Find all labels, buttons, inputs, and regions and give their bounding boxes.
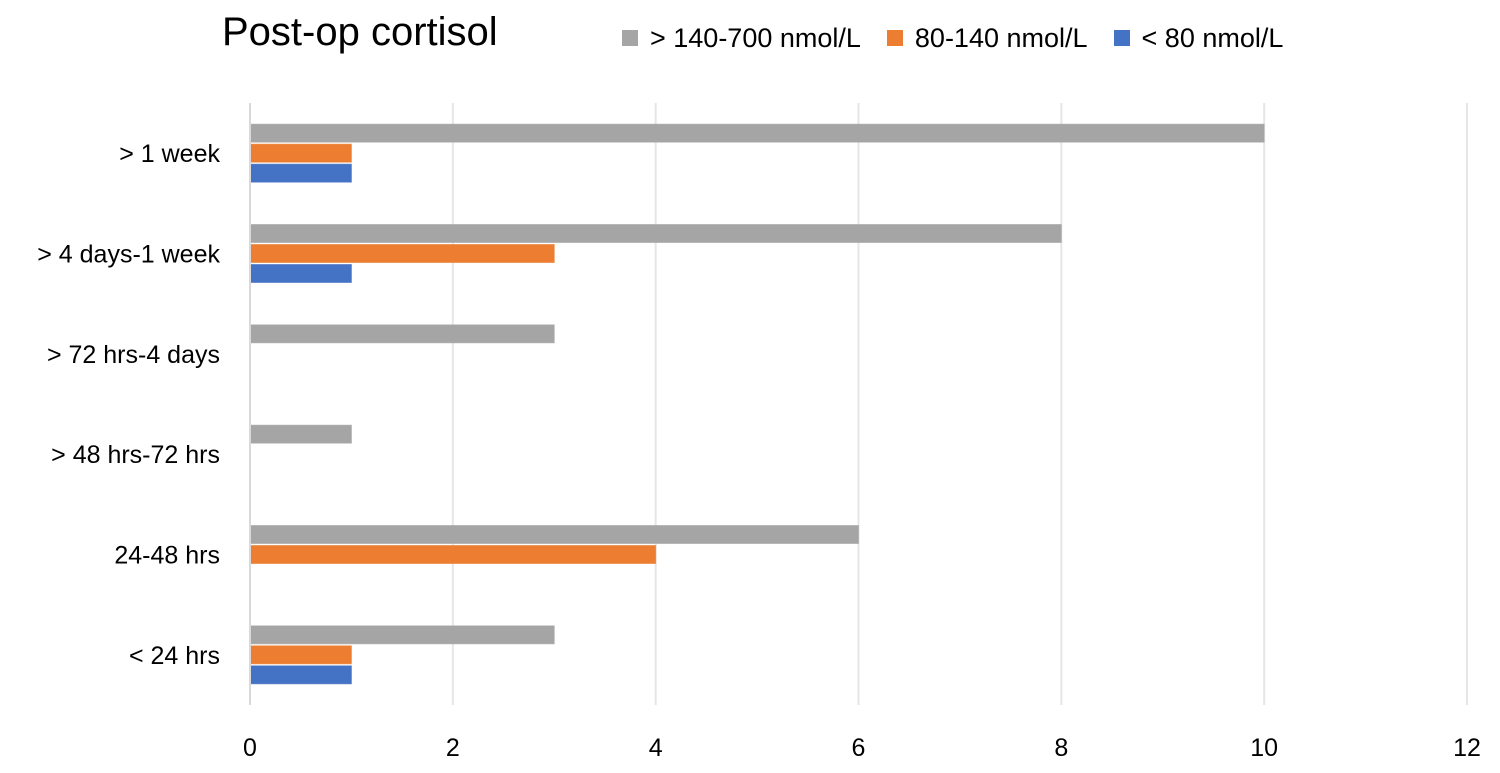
bar	[249, 224, 1062, 243]
bar	[249, 545, 657, 564]
x-tick-label: 2	[446, 734, 460, 762]
x-tick-label: 12	[1453, 734, 1481, 762]
x-tick-label: 0	[243, 734, 257, 762]
bar	[249, 244, 555, 263]
y-category-label: > 48 hrs-72 hrs	[51, 441, 220, 469]
legend-label-series-2: 80-140 nmol/L	[914, 22, 1088, 53]
bar	[249, 424, 352, 444]
y-category-label: > 1 week	[119, 140, 220, 168]
chart-title: Post-op cortisol	[222, 10, 498, 54]
bar	[249, 645, 352, 665]
bar	[249, 625, 555, 645]
bar	[249, 324, 555, 344]
y-category-label: > 4 days-1 week	[37, 241, 220, 269]
bar	[249, 123, 1265, 143]
legend-item-series-1: > 140-700 nmol/L	[622, 23, 861, 54]
legend-swatch-series-1	[622, 30, 638, 46]
legend-swatch-series-3	[1113, 30, 1130, 46]
bar	[249, 264, 352, 283]
y-category-label: 24-48 hrs	[114, 542, 220, 570]
x-tick-label: 6	[852, 734, 866, 762]
legend-item-series-2: 80-140 nmol/L	[886, 22, 1088, 54]
y-category-label: < 24 hrs	[129, 642, 220, 670]
legend-swatch-series-2	[886, 30, 903, 46]
x-tick-label: 4	[649, 734, 663, 762]
y-category-label: > 72 hrs-4 days	[47, 341, 220, 369]
legend-label-series-3: < 80 nmol/L	[1141, 22, 1284, 53]
legend-label-series-1: > 140-700 nmol/L	[650, 22, 861, 53]
bar	[249, 525, 859, 544]
x-tick-label: 8	[1054, 734, 1068, 762]
bar	[249, 143, 352, 163]
x-tick-label: 10	[1250, 734, 1278, 762]
bar	[249, 665, 352, 685]
legend: > 140-700 nmol/L 80-140 nmol/L < 80 nmol…	[622, 18, 1309, 58]
legend-item-series-3: < 80 nmol/L	[1113, 22, 1284, 54]
bar	[249, 163, 352, 183]
